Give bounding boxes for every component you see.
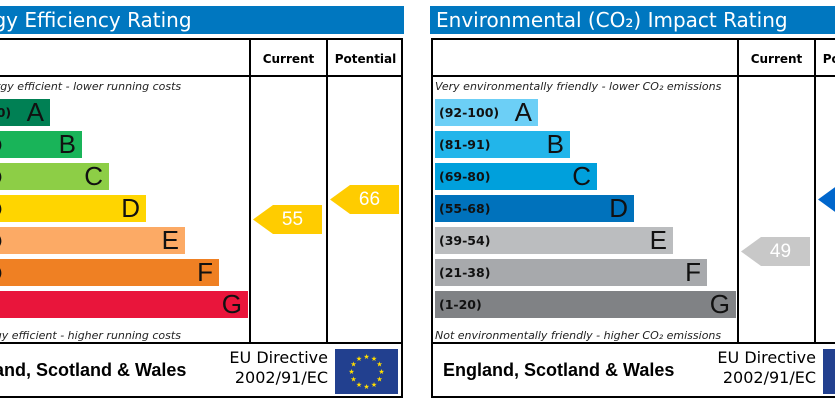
band-range: (81-91): [0, 131, 2, 158]
band-bar-g: (1-20) G: [435, 289, 736, 319]
bottom-note: Not energy efficient - higher running co…: [0, 329, 181, 342]
eu-flag-icon: ★★★★★★★★★★★★: [823, 349, 835, 394]
eu-star-icon: ★: [348, 368, 354, 376]
band-bar-c: (69-80) C: [0, 161, 109, 191]
band-range: (39-54): [0, 227, 2, 254]
band-letter: F: [685, 257, 701, 287]
energy-efficiency-panel: Energy Efficiency Rating Current Potential…: [0, 0, 404, 404]
top-note: Very environmentally friendly - lower CO…: [435, 80, 722, 93]
band-letter: G: [709, 289, 730, 319]
band-letter: A: [26, 97, 44, 127]
eu-star-icon: ★: [356, 381, 362, 389]
band-range: (92-100): [439, 105, 500, 120]
top-note: Very energy efficient - lower running co…: [0, 80, 182, 93]
potential-column-header: Potential: [334, 52, 397, 66]
eu-star-icon: ★: [363, 353, 369, 361]
region-label: England, Scotland & Wales: [0, 360, 187, 380]
eu-flag-icon: ★★★★★★★★★★★★: [335, 349, 398, 394]
header-divider: [433, 75, 835, 77]
band-letter: C: [572, 161, 591, 191]
eu-star-icon: ★: [376, 361, 382, 369]
band-letter: C: [84, 161, 103, 191]
band-letter: E: [649, 225, 667, 255]
band-range: (92-100): [0, 105, 12, 120]
rating-table: Current Potential Very energy efficient - …: [0, 38, 403, 398]
band-letter: D: [121, 193, 140, 223]
footer-divider: [433, 342, 835, 344]
eu-star-icon: ★: [378, 368, 384, 376]
band-letter: D: [609, 193, 628, 223]
band-letter: A: [514, 97, 532, 127]
band-range: (21-38): [439, 265, 491, 280]
current-column-header: Current: [750, 52, 803, 66]
eu-star-icon: ★: [363, 383, 369, 391]
directive-line-1: EU Directive: [717, 348, 816, 367]
current-rating-arrow: 55: [253, 205, 322, 234]
environmental-impact-panel: Environmental (CO₂) Impact Rating Current…: [430, 0, 835, 404]
band-bar-b: (81-91) B: [0, 129, 82, 159]
band-letter: E: [161, 225, 179, 255]
eu-star-icon: ★: [376, 376, 382, 384]
chart-title: Energy Efficiency Rating: [0, 6, 404, 34]
potential-rating-arrow: 66: [330, 185, 399, 214]
band-range: (69-80): [0, 163, 2, 190]
band-range: (21-38): [0, 259, 2, 286]
band-range: (55-68): [439, 201, 491, 216]
potential-column-divider: [326, 40, 328, 342]
band-range: (1-20): [439, 297, 482, 312]
rating-table: Current Potential Very environmentally fri…: [431, 38, 835, 398]
eu-star-icon: ★: [350, 361, 356, 369]
band-range: (55-68): [0, 195, 2, 222]
directive-line-2: 2002/91/EC: [234, 368, 328, 387]
potential-column-divider: [814, 40, 816, 342]
band-letter: B: [546, 129, 564, 159]
eu-star-icon: ★: [350, 376, 356, 384]
band-range: (69-80): [439, 169, 491, 184]
current-rating-arrow: 49: [741, 237, 810, 266]
eu-star-icon: ★: [371, 355, 377, 363]
region-label: England, Scotland & Wales: [443, 360, 675, 380]
band-letter: B: [58, 129, 76, 159]
eu-directive: EU Directive 2002/91/EC: [228, 348, 328, 388]
header-divider: [0, 75, 401, 77]
footer-divider: [0, 342, 401, 344]
band-bar-f: (21-38) F: [0, 257, 219, 287]
band-range: (81-91): [439, 137, 491, 152]
band-range: (39-54): [439, 233, 491, 248]
current-column-divider: [249, 40, 251, 342]
potential-rating-arrow: [818, 185, 835, 214]
band-bar-a: (92-100) A: [0, 97, 50, 127]
bottom-note: Not environmentally friendly - higher CO…: [435, 329, 722, 342]
current-column-header: Current: [262, 52, 315, 66]
eu-star-icon: ★: [356, 355, 362, 363]
band-bar-e: (39-54) E: [0, 225, 185, 255]
band-bar-f: (21-38) F: [435, 257, 707, 287]
chart-title: Environmental (CO₂) Impact Rating: [430, 6, 835, 34]
band-bar-c: (69-80) C: [435, 161, 597, 191]
eu-directive: EU Directive 2002/91/EC: [716, 348, 816, 388]
band-bar-g: (1-20)G: [0, 289, 248, 319]
directive-line-2: 2002/91/EC: [722, 368, 816, 387]
eu-star-icon: ★: [371, 381, 377, 389]
band-bar-d: (55-68) D: [0, 193, 146, 223]
band-bar-a: (92-100) A: [435, 97, 538, 127]
band-bar-e: (39-54) E: [435, 225, 673, 255]
current-column-divider: [737, 40, 739, 342]
band-bar-d: (55-68) D: [435, 193, 634, 223]
band-letter: F: [197, 257, 213, 287]
band-letter: G: [221, 289, 242, 319]
directive-line-1: EU Directive: [229, 348, 328, 367]
potential-column-header: Potential: [822, 52, 835, 66]
band-bar-b: (81-91) B: [435, 129, 570, 159]
